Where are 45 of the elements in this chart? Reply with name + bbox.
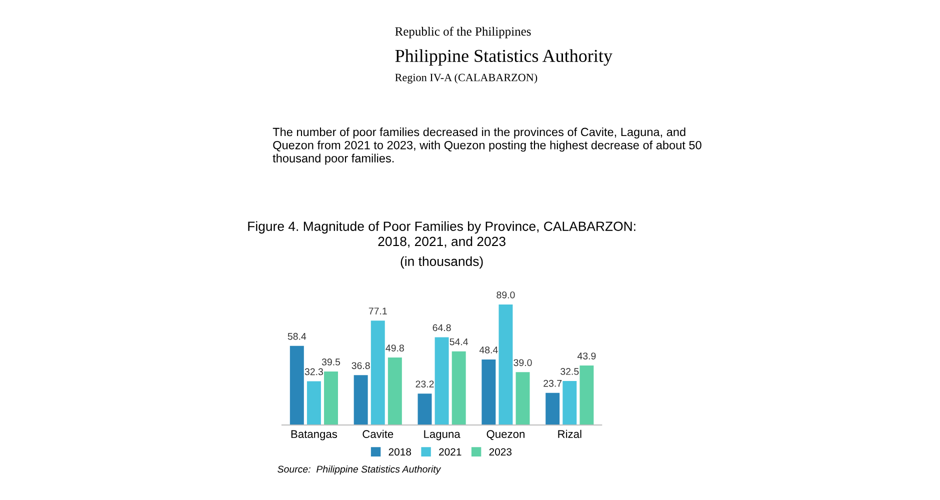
legend-label: 2023 xyxy=(489,448,512,456)
source-note: Source: Philippine Statistics Authority xyxy=(278,465,442,475)
data-label: 49.8 xyxy=(386,344,404,352)
x-tick-label: Cavite xyxy=(362,430,394,438)
x-tick-label: Laguna xyxy=(424,430,460,440)
data-label: 89.0 xyxy=(496,291,515,298)
bar xyxy=(516,372,530,425)
data-label: 64.8 xyxy=(432,324,451,332)
bar xyxy=(498,304,513,425)
x-tick-label: Quezon xyxy=(486,430,524,440)
bar xyxy=(354,375,368,425)
data-label: 32.5 xyxy=(560,368,579,375)
text: Region IV-A (CALABARZON) xyxy=(395,73,538,84)
data-label: 48.4 xyxy=(479,346,498,354)
data-label: 23.2 xyxy=(416,380,434,388)
bar xyxy=(482,359,496,425)
bar xyxy=(580,366,594,425)
chart-subtitle: (in thousands) xyxy=(400,256,483,269)
text: Philippine Statistics Authority xyxy=(395,49,612,66)
data-label: 39.0 xyxy=(514,359,532,366)
bar xyxy=(546,392,560,425)
bar xyxy=(388,358,402,425)
x-tick-label: Rizal xyxy=(558,430,582,438)
bar xyxy=(562,380,577,425)
legend-label: 2018 xyxy=(388,448,412,456)
data-label: 54.4 xyxy=(450,338,468,346)
bar xyxy=(418,394,432,425)
data-label: 36.8 xyxy=(352,362,370,370)
data-label: 23.7 xyxy=(544,380,562,387)
bar xyxy=(434,337,449,425)
text: Republic of the Philippines xyxy=(395,26,531,38)
data-label: 32.3 xyxy=(304,368,323,376)
data-label: 39.5 xyxy=(322,358,340,366)
bar xyxy=(290,346,304,425)
data-label: 58.4 xyxy=(288,332,306,340)
chart-title: Figure 4. Magnitude of Poor Families by Province, CALABARZON: 2018, 2021, and 2023 xyxy=(248,221,636,248)
legend-label: 2021 xyxy=(439,448,462,456)
bar xyxy=(306,381,321,425)
bar xyxy=(370,320,385,425)
x-tick-label: Batangas xyxy=(291,430,338,440)
bar xyxy=(324,372,338,425)
data-label: 77.1 xyxy=(368,308,387,314)
data-label: 43.9 xyxy=(577,352,596,360)
text: The number of poor families decreased in the provinces of Cavite, Laguna, and Quezon from 2021 to 2023, with Quezon posting the highest decrease of about 50 thousand poor families. xyxy=(272,128,702,165)
bar xyxy=(452,351,466,425)
